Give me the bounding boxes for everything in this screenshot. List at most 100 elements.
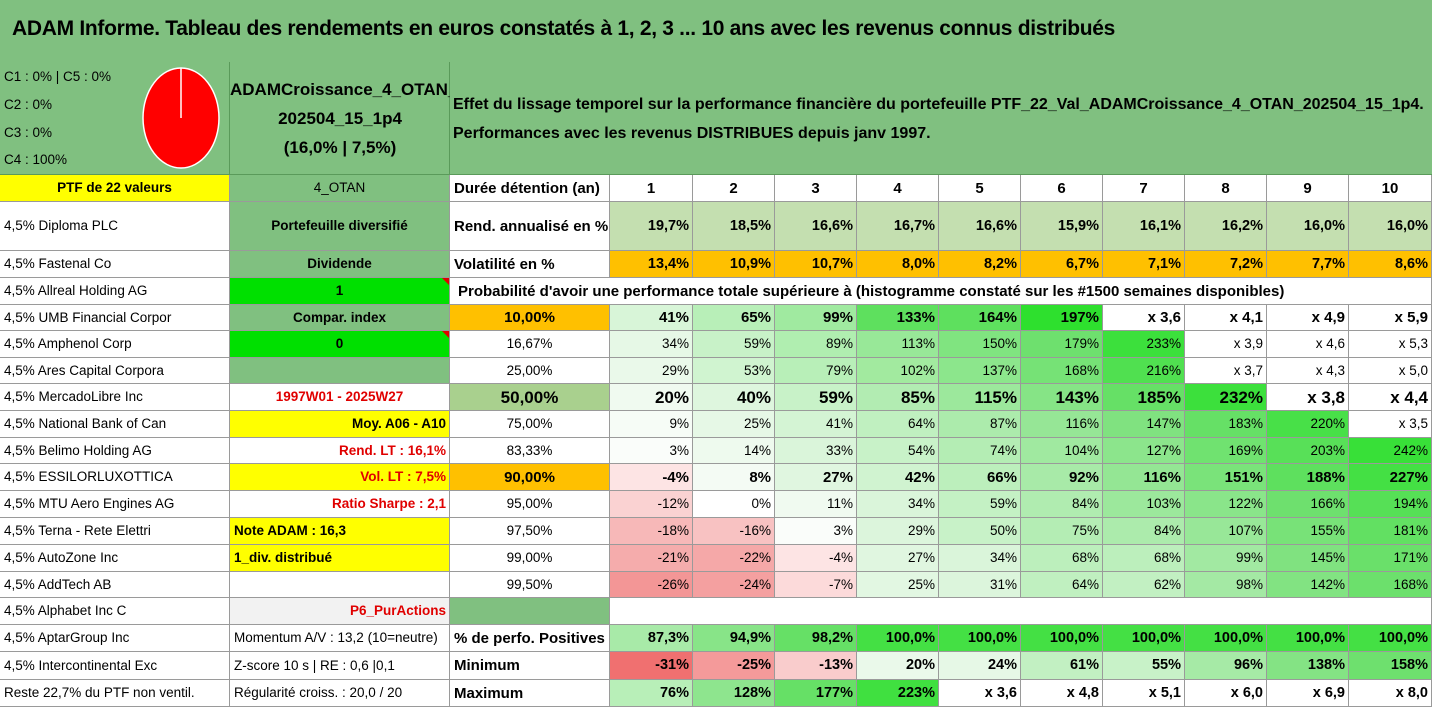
holding-row: 4,5% National Bank of Can xyxy=(0,411,230,438)
probability-value: 74% xyxy=(939,438,1021,464)
blank-cell xyxy=(610,598,1432,625)
probability-value: 25% xyxy=(857,572,939,598)
probability-value: 59% xyxy=(693,331,775,358)
probability-value: -4% xyxy=(775,545,857,572)
probability-value: 115% xyxy=(939,384,1021,411)
holding-row: 4,5% AptarGroup Inc xyxy=(0,625,230,652)
probability-value: -4% xyxy=(610,464,693,491)
maximum-value: x 8,0 xyxy=(1349,680,1432,707)
minimum-value: -31% xyxy=(610,652,693,680)
probability-value: 166% xyxy=(1267,491,1349,518)
minimum-value: 20% xyxy=(857,652,939,680)
holding-row: 4,5% UMB Financial Corpor xyxy=(0,305,230,331)
probability-value: 179% xyxy=(1021,331,1103,358)
probability-value: x 4,4 xyxy=(1349,384,1432,411)
probability-value: 113% xyxy=(857,331,939,358)
probability-value: 127% xyxy=(1103,438,1185,464)
probability-value: 41% xyxy=(610,305,693,331)
year-header: 5 xyxy=(939,175,1021,202)
annualized-return-value: 15,9% xyxy=(1021,202,1103,251)
portfolio-name-line: 202504_15_1p4 xyxy=(278,109,402,128)
minimum-value: 55% xyxy=(1103,652,1185,680)
positives-value: 100,0% xyxy=(1185,625,1267,652)
description-box: Effet du lissage temporel sur la perform… xyxy=(450,62,1432,175)
comment-marker xyxy=(442,331,449,338)
probability-value: 143% xyxy=(1021,384,1103,411)
maximum-value: x 3,6 xyxy=(939,680,1021,707)
probability-value: 64% xyxy=(857,411,939,438)
volatility-value: 13,4% xyxy=(610,251,693,278)
probability-value: 50% xyxy=(939,518,1021,545)
probability-level: 10,00% xyxy=(450,305,610,331)
probability-value: 142% xyxy=(1267,572,1349,598)
year-header: 6 xyxy=(1021,175,1103,202)
probability-value: 84% xyxy=(1103,518,1185,545)
volatility-value: 7,1% xyxy=(1103,251,1185,278)
annualized-return-value: 16,2% xyxy=(1185,202,1267,251)
maximum-value: 177% xyxy=(775,680,857,707)
probability-value: 188% xyxy=(1267,464,1349,491)
probability-value: 104% xyxy=(1021,438,1103,464)
probability-value: -16% xyxy=(693,518,775,545)
probability-value: 84% xyxy=(1021,491,1103,518)
minimum-value: -25% xyxy=(693,652,775,680)
maximum-label: Maximum xyxy=(450,680,610,707)
volatility-value: 7,7% xyxy=(1267,251,1349,278)
probability-value: 171% xyxy=(1349,545,1432,572)
probability-value: -24% xyxy=(693,572,775,598)
probability-value: 34% xyxy=(939,545,1021,572)
info-cell: 1_div. distribué xyxy=(230,545,450,572)
maximum-value: 223% xyxy=(857,680,939,707)
year-header: 7 xyxy=(1103,175,1185,202)
probability-value: 68% xyxy=(1103,545,1185,572)
year-header: 8 xyxy=(1185,175,1267,202)
probability-value: 103% xyxy=(1103,491,1185,518)
positives-value: 100,0% xyxy=(1103,625,1185,652)
probability-value: 185% xyxy=(1103,384,1185,411)
probability-value: 197% xyxy=(1021,305,1103,331)
info-cell: Vol. LT : 7,5% xyxy=(230,464,450,491)
info-cell: Dividende xyxy=(230,251,450,278)
minimum-value: 138% xyxy=(1267,652,1349,680)
probability-value: 62% xyxy=(1103,572,1185,598)
probability-value: 203% xyxy=(1267,438,1349,464)
probability-value: 29% xyxy=(857,518,939,545)
probability-value: 27% xyxy=(857,545,939,572)
year-header: 9 xyxy=(1267,175,1349,202)
holding-row: 4,5% Intercontinental Exc xyxy=(0,652,230,680)
probability-value: -21% xyxy=(610,545,693,572)
info-cell xyxy=(230,572,450,598)
blank-cell xyxy=(450,598,610,625)
probability-value: 168% xyxy=(1021,358,1103,384)
annualized-return-value: 18,5% xyxy=(693,202,775,251)
probability-value: 0% xyxy=(693,491,775,518)
positives-label: % de perfo. Positives xyxy=(450,625,610,652)
volatility-value: 8,0% xyxy=(857,251,939,278)
volatility-value: 8,2% xyxy=(939,251,1021,278)
maximum-value: x 4,8 xyxy=(1021,680,1103,707)
volatility-value: 10,9% xyxy=(693,251,775,278)
annualized-return-label: Rend. annualisé en % xyxy=(450,202,610,251)
probability-level: 16,67% xyxy=(450,331,610,358)
composition-pie-chart xyxy=(142,67,220,169)
holding-row: 4,5% AddTech AB xyxy=(0,572,230,598)
portfolio-name-line: ADAMCroissance_4_OTAN_ xyxy=(230,80,458,99)
minimum-value: 61% xyxy=(1021,652,1103,680)
info-cell: Compar. index xyxy=(230,305,450,331)
portfolio-name-line: (16,0% | 7,5%) xyxy=(283,138,397,157)
holding-row: 4,5% Allreal Holding AG xyxy=(0,278,230,305)
positives-value: 87,3% xyxy=(610,625,693,652)
probability-value: 40% xyxy=(693,384,775,411)
probability-value: -7% xyxy=(775,572,857,598)
probability-value: 54% xyxy=(857,438,939,464)
info-cell: 0 xyxy=(230,331,450,358)
probability-value: 116% xyxy=(1103,464,1185,491)
probability-value: 147% xyxy=(1103,411,1185,438)
probability-value: 3% xyxy=(610,438,693,464)
probability-value: 3% xyxy=(775,518,857,545)
probability-value: x 5,9 xyxy=(1349,305,1432,331)
holding-row: 4,5% ESSILORLUXOTTICA xyxy=(0,464,230,491)
composition-line: C3 : 0% xyxy=(4,125,53,140)
minimum-label: Minimum xyxy=(450,652,610,680)
annualized-return-value: 16,6% xyxy=(775,202,857,251)
